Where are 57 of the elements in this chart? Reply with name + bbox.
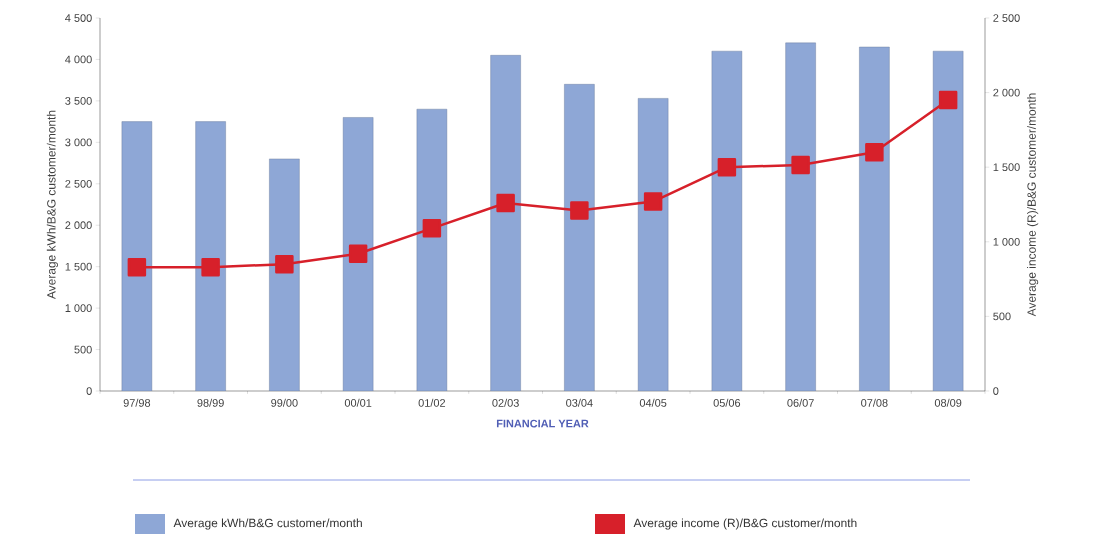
x-tick-label: 08/09 [934,398,962,407]
y-tick-label: 3 500 [65,97,92,105]
bar [195,121,226,391]
x-tick-label: 01/02 [418,398,446,407]
point [348,244,368,263]
y2-axis-title: Average income (R)/B&G customer/month [1027,93,1039,317]
bar [785,42,816,391]
point [422,219,442,238]
x-tick-label: 06/07 [787,398,814,407]
point [570,201,589,220]
x-tick-label: 00/01 [344,398,372,407]
point [643,192,663,211]
point [938,90,958,110]
y2-tick-label: 1 000 [993,237,1020,246]
bar [859,46,890,391]
y-tick-label: 2 000 [65,221,92,230]
legend-label: Average income (R)/B&G customer/month [633,518,857,530]
bar [637,98,669,391]
point [865,143,884,162]
bar [269,158,300,391]
bar [121,121,153,391]
y2-tick-label: 2 000 [993,88,1020,97]
y2-tick-label: 500 [993,312,1011,321]
x-tick-label: 07/08 [861,398,888,407]
x-tick-label: 98/99 [197,398,224,407]
y-tick-label: 4 500 [65,14,92,22]
x-tick-label: 03/04 [566,398,593,407]
y2-tick-label: 2 500 [993,14,1020,22]
y-tick-label: 500 [74,345,92,354]
y2-tick-label: 0 [993,387,999,395]
y-tick-label: 1 000 [65,304,92,312]
y-tick-label: 2 500 [65,179,92,188]
y-axis-title: Average kWh/B&G customer/month [46,110,58,300]
x-tick-label: 02/03 [492,398,519,407]
x-tick-label: 04/05 [639,398,667,407]
bar [416,108,448,391]
x-axis-title: FINANCIAL YEAR [496,419,589,428]
y2-tick-label: 1 500 [993,163,1020,172]
point [791,155,810,175]
y-tick-label: 1 500 [65,262,92,271]
bar [490,55,521,391]
y-tick-label: 4 000 [65,55,92,64]
point [717,157,737,177]
bar [342,117,374,391]
bar [564,84,595,391]
point [201,257,220,277]
point [496,193,515,213]
y-tick-label: 3 000 [65,138,92,147]
bar [932,50,964,391]
y-tick-label: 0 [86,387,92,395]
legend-label: Average kWh/B&G customer/month [173,518,362,530]
x-tick-label: 05/06 [713,398,741,407]
point [275,254,294,274]
bar [711,50,743,391]
x-tick-label: 97/98 [123,398,151,407]
x-tick-label: 99/00 [271,398,298,407]
point [127,257,147,277]
